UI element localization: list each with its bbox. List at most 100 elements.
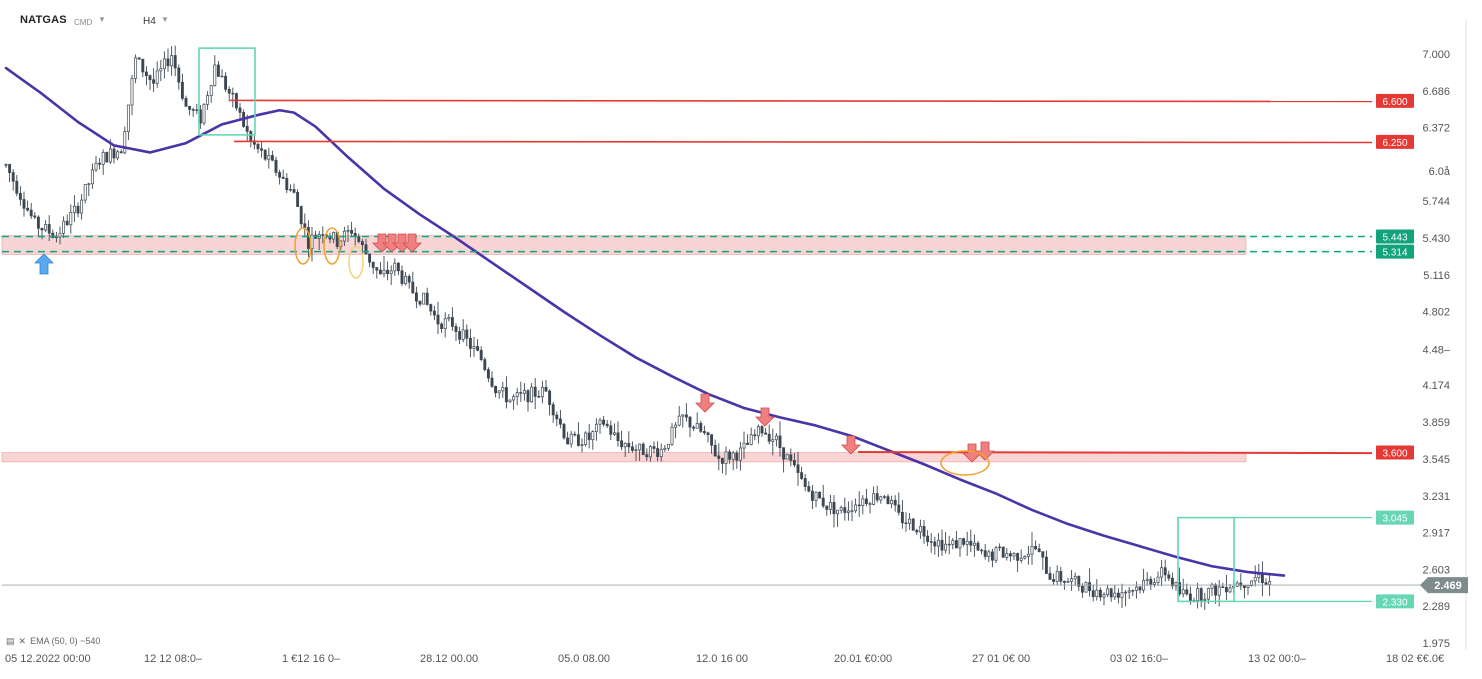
candle-body (278, 172, 282, 178)
candle-body (1178, 582, 1182, 595)
level-tag-label: 6.600 (1382, 97, 1407, 108)
candle-body (162, 58, 166, 70)
candle-body (954, 540, 958, 549)
candle-body (303, 223, 307, 228)
resistance-line-6.250 (233, 140, 1373, 144)
level-tag-label: 5.314 (1382, 248, 1407, 259)
candle-body (288, 189, 292, 191)
candle-body (1203, 598, 1207, 601)
candle-body (382, 269, 386, 275)
timeframe-dropdown-icon[interactable]: ▼ (161, 15, 169, 24)
candle-body (1016, 553, 1020, 561)
candle-body (465, 329, 469, 339)
candle-body (717, 455, 721, 459)
candle-body (810, 490, 814, 501)
candle-body (1073, 576, 1077, 580)
candle-body (1120, 592, 1124, 598)
candle-body (26, 207, 30, 211)
resistance-line-3.600 (857, 451, 1373, 455)
candle-body (983, 550, 987, 557)
candle-body (656, 448, 660, 457)
candle-body (670, 426, 674, 445)
candle-body (281, 176, 285, 179)
candle-body (846, 510, 850, 513)
candle-body (760, 426, 764, 434)
candle-body (746, 442, 750, 445)
candle-body (350, 229, 354, 234)
y-tick-label: 4.174 (1422, 380, 1450, 392)
candle-body (796, 464, 800, 473)
instrument-type-label: CMD (74, 18, 93, 27)
candle-body (782, 447, 786, 460)
candle-body (479, 349, 483, 360)
candle-body (976, 542, 980, 551)
candle-body (814, 491, 818, 501)
level-tag-label: 3.600 (1382, 449, 1407, 460)
x-tick-label: 05 12.2022 00:00 (5, 653, 91, 665)
candle-body (789, 454, 793, 461)
candle-body (566, 437, 570, 445)
candle-body (152, 79, 156, 84)
x-tick-label: 12 12 08:0– (144, 653, 203, 665)
highlight-ellipse (940, 450, 990, 476)
candle-body (969, 540, 973, 546)
candle-body (710, 434, 714, 446)
sell-signal-arrow-icon (392, 233, 412, 253)
indicator-settings-icon[interactable]: ▤ (6, 636, 15, 646)
candle-body (98, 162, 102, 165)
candle-body (1052, 579, 1056, 582)
level-tag-5.314 (1376, 244, 1414, 259)
candle-body (1260, 574, 1264, 584)
candle-body (1030, 546, 1034, 555)
candle-body (749, 434, 753, 445)
candle-body (904, 522, 908, 524)
candle-body (371, 261, 375, 268)
buy-signal-arrow-icon (34, 253, 54, 275)
sell-signal-arrow-icon (695, 393, 715, 413)
candle-body (472, 346, 476, 349)
candle-body (918, 526, 922, 533)
candle-body (393, 262, 397, 272)
candle-body (634, 449, 638, 452)
candle-body (897, 504, 901, 513)
candle-body (1062, 580, 1066, 583)
candle-body (170, 55, 174, 67)
candle-body (404, 276, 408, 284)
candle-body (807, 486, 811, 492)
y-tick-label: 3.231 (1422, 491, 1450, 503)
timeframe-label[interactable]: H4 (143, 16, 156, 27)
symbol-dropdown-icon[interactable]: ▼ (98, 15, 106, 24)
last-price-tag (1420, 577, 1468, 594)
candle-body (1059, 571, 1063, 582)
candle-body (1224, 587, 1228, 593)
candle-body (1055, 571, 1059, 582)
candle-body (630, 446, 634, 451)
symbol-label[interactable]: NATGAS (20, 14, 67, 26)
candle-body (422, 292, 426, 305)
candle-body (562, 423, 566, 439)
candle-body (706, 432, 710, 435)
candle-body (126, 104, 130, 132)
candle-body (724, 451, 728, 464)
candle-body (231, 92, 235, 95)
candle-body (8, 164, 12, 173)
candle-body (321, 234, 325, 236)
x-tick-label: 05.0 08.00 (558, 653, 610, 665)
candle-body (605, 423, 609, 427)
candle-body (378, 269, 382, 275)
candle-body (400, 270, 404, 284)
candle-body (209, 85, 213, 96)
candle-body (684, 414, 688, 418)
candle-body (267, 155, 271, 160)
candle-body (915, 529, 919, 533)
candle-body (926, 535, 930, 542)
candle-body (753, 434, 757, 437)
candle-body (494, 385, 498, 394)
resistance-line-6.600 (229, 99, 1373, 103)
candle-body (998, 546, 1002, 549)
candle-body (40, 227, 44, 231)
indicator-close-icon[interactable]: ✕ (18, 636, 27, 646)
indicator-label: EMA (50, 0) ~540 (30, 636, 101, 646)
candle-body (720, 458, 724, 464)
